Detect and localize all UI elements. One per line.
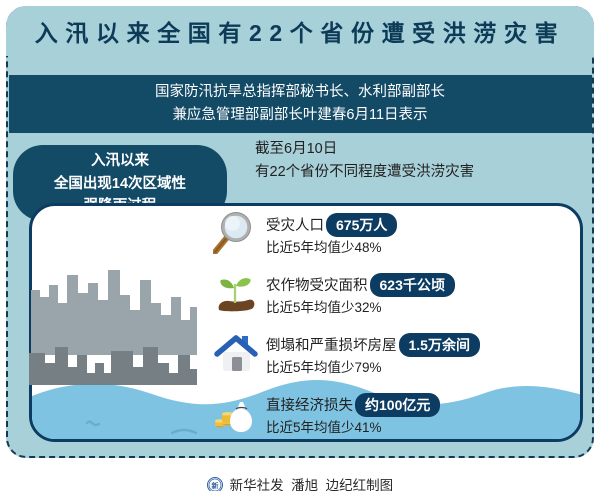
svg-text:新: 新 [211,481,218,490]
